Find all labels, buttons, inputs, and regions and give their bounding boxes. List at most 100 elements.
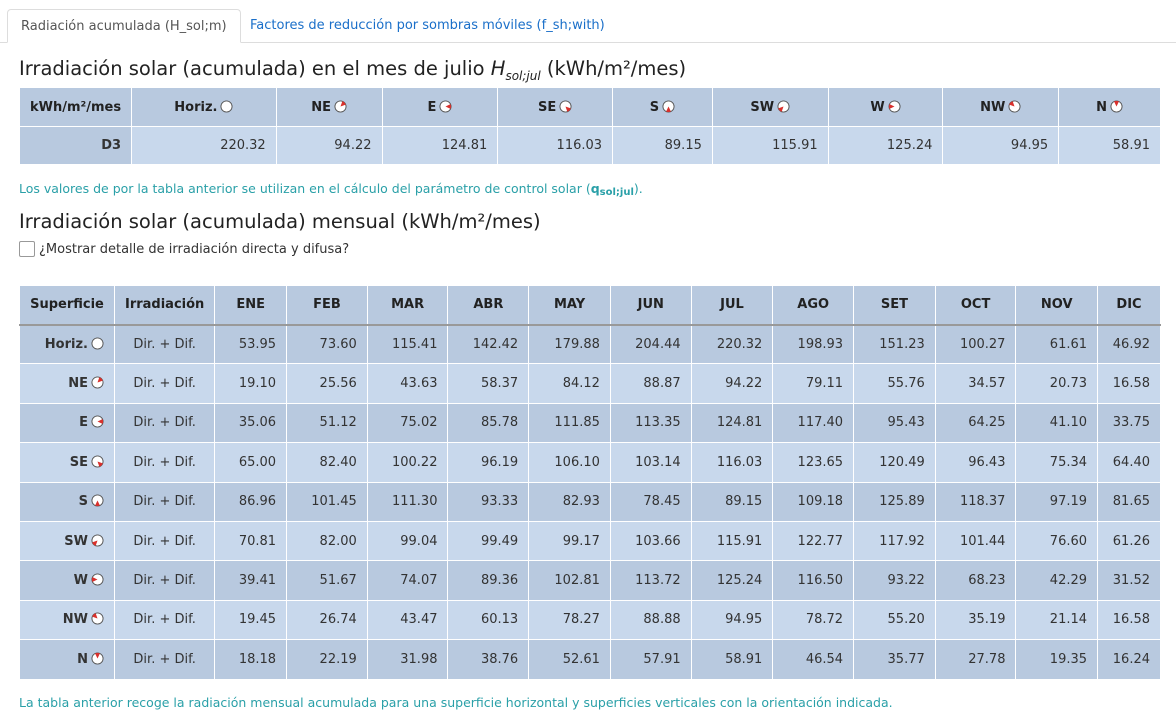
- july-irradiation-table: kWh/m²/mes Horiz. NE E SE S SW W NW N D3…: [18, 87, 1161, 165]
- value-cell: 94.22: [275, 126, 383, 165]
- orientation-e-icon: [91, 415, 104, 429]
- orientation-sw-icon: [91, 534, 104, 547]
- value-cell: 78.45: [609, 481, 692, 522]
- surface-label: NE: [68, 376, 88, 392]
- irradiation-type-cell: Dir. + Dif.: [113, 442, 216, 483]
- value-cell: 81.65: [1097, 481, 1161, 522]
- value-cell: 43.63: [366, 363, 449, 404]
- value-cell: 19.35: [1015, 639, 1099, 680]
- table-row: E Dir. + Dif. 35.06 51.12 75.02 85.78 111.85 11…: [19, 402, 1161, 444]
- value-cell: 94.22: [690, 363, 774, 404]
- value-cell: 93.33: [447, 481, 530, 522]
- july-table-note: Los valores de por la tabla anterior se …: [19, 181, 643, 198]
- value-cell: 115.91: [711, 126, 829, 165]
- orientation-se-icon: [559, 99, 572, 113]
- value-cell: 179.88: [528, 323, 611, 365]
- tab-radiacion-acumulada[interactable]: Radiación acumulada (H_sol;m): [7, 9, 241, 43]
- orientation-label: Horiz.: [174, 99, 218, 115]
- value-cell: 99.49: [447, 520, 530, 562]
- value-cell: 57.91: [609, 639, 692, 680]
- table-row: NE Dir. + Dif. 19.10 25.56 43.63 58.37 84.12 88…: [19, 363, 1161, 404]
- value-cell: 82.40: [286, 442, 368, 483]
- value-cell: 46.54: [772, 639, 855, 680]
- month-header: AGO: [772, 285, 855, 326]
- value-cell: 111.85: [528, 402, 611, 444]
- orientation-ne-icon: [334, 99, 347, 113]
- value-cell: 115.91: [690, 520, 774, 562]
- value-cell: 46.92: [1097, 323, 1161, 365]
- value-cell: 125.89: [853, 481, 936, 522]
- value-cell: 120.49: [853, 442, 936, 483]
- surface-label: W: [73, 573, 88, 589]
- value-cell: 25.56: [286, 363, 368, 404]
- value-cell: 41.10: [1015, 402, 1099, 444]
- corner-unit-header: kWh/m²/mes: [18, 87, 133, 127]
- value-cell: 52.61: [528, 639, 611, 680]
- orientation-label: W: [870, 99, 885, 115]
- month-header: JUL: [690, 285, 774, 326]
- value-cell: 16.58: [1097, 599, 1161, 641]
- value-cell: 65.00: [214, 442, 288, 483]
- section-title-mensual: Irradiación solar (acumulada) mensual (k…: [19, 210, 541, 233]
- value-cell: 106.10: [528, 442, 611, 483]
- value-cell: 19.10: [214, 363, 288, 404]
- monthly-table-body: Horiz. Dir. + Dif. 53.95 73.60 115.41 142.42 1…: [19, 323, 1161, 680]
- surface-label: E: [79, 415, 88, 431]
- value-cell: 117.40: [772, 402, 855, 444]
- orientation-w-icon: [91, 573, 104, 586]
- value-cell: 58.91: [1058, 126, 1161, 165]
- orientation-header: N: [1058, 87, 1161, 127]
- table-row: W Dir. + Dif. 39.41 51.67 74.07 89.36 102.81 11…: [19, 560, 1161, 601]
- value-cell: 19.45: [214, 599, 288, 641]
- irradiation-type-cell: Dir. + Dif.: [113, 639, 216, 680]
- orientation-nw-icon: [91, 612, 104, 625]
- orientation-n-icon: [1110, 99, 1123, 113]
- month-header: ABR: [447, 285, 530, 326]
- irradiation-type-cell: Dir. + Dif.: [113, 402, 216, 444]
- month-header: ENE: [214, 285, 288, 326]
- value-cell: 103.14: [609, 442, 692, 483]
- value-cell: 103.66: [609, 520, 692, 562]
- surface-cell: E: [19, 402, 115, 444]
- column-header: Irradiación: [113, 285, 216, 326]
- orientation-header: S: [612, 87, 713, 127]
- orientation-label: NW: [980, 99, 1006, 115]
- value-cell: 100.22: [366, 442, 449, 483]
- value-cell: 102.81: [528, 560, 611, 601]
- table-row: N Dir. + Dif. 18.18 22.19 31.98 38.76 52.61 57.…: [19, 639, 1161, 680]
- tab-factores-reduccion[interactable]: Factores de reducción por sombras móvile…: [250, 18, 605, 33]
- value-cell: 125.24: [827, 126, 944, 165]
- orientation-header: SE: [497, 87, 614, 127]
- horizontal-orientation-icon: [91, 337, 104, 350]
- value-cell: 115.41: [366, 323, 449, 365]
- value-cell: 31.52: [1097, 560, 1161, 601]
- value-cell: 109.18: [772, 481, 855, 522]
- orientation-label: E: [427, 99, 437, 115]
- value-cell: 94.95: [690, 599, 774, 641]
- irradiation-type-cell: Dir. + Dif.: [113, 599, 216, 641]
- orientation-header: SW: [711, 87, 829, 127]
- checkbox-box[interactable]: [19, 241, 35, 257]
- table-row: SW Dir. + Dif. 70.81 82.00 99.04 99.49 99.17 10…: [19, 520, 1161, 562]
- surface-label: N: [77, 651, 88, 667]
- value-cell: 55.76: [853, 363, 936, 404]
- direct-diffuse-checkbox[interactable]: ¿Mostrar detalle de irradiación directa …: [19, 241, 349, 257]
- surface-label: SW: [64, 533, 88, 549]
- month-header: DIC: [1097, 285, 1161, 326]
- value-cell: 38.76: [447, 639, 530, 680]
- zone-label: D3: [18, 126, 133, 165]
- value-cell: 89.15: [612, 126, 713, 165]
- table-row: S Dir. + Dif. 86.96 101.45 111.30 93.33 82.93 7…: [19, 481, 1161, 522]
- orientation-header: E: [381, 87, 499, 127]
- value-cell: 75.34: [1015, 442, 1099, 483]
- value-cell: 20.73: [1015, 363, 1099, 404]
- orientation-label: NE: [311, 99, 331, 115]
- surface-cell: SW: [19, 520, 115, 562]
- value-cell: 123.65: [772, 442, 855, 483]
- value-cell: 51.12: [286, 402, 368, 444]
- orientation-label: SW: [750, 99, 775, 115]
- value-cell: 116.50: [772, 560, 855, 601]
- value-cell: 61.61: [1015, 323, 1099, 365]
- value-cell: 142.42: [447, 323, 530, 365]
- orientation-header: W: [827, 87, 944, 127]
